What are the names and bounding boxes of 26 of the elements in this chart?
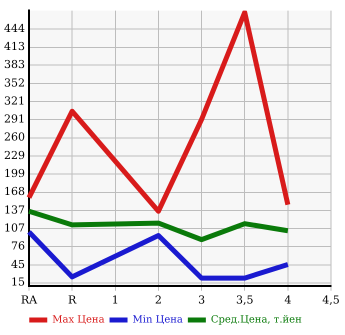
y-tick-label: 229	[4, 149, 25, 162]
y-tick-label: 413	[4, 40, 25, 54]
y-tick-label: 260	[4, 130, 25, 144]
x-tick-label: 1	[112, 293, 119, 306]
y-tick-label: 444	[4, 22, 25, 35]
y-tick-label: 107	[4, 221, 25, 234]
legend-label: Min Цена	[132, 314, 183, 326]
y-tick-label: 45	[10, 258, 25, 271]
x-tick-label: 2	[154, 293, 162, 306]
y-tick-label: 137	[4, 203, 25, 216]
x-tick-label: RA	[20, 293, 38, 306]
y-tick-label: 383	[4, 58, 25, 71]
y-tick-label: 321	[4, 94, 25, 108]
y-tick-label: 352	[4, 76, 25, 90]
x-tick-label: R	[68, 293, 77, 306]
x-tick-label: 3,5	[236, 293, 254, 306]
y-tick-label: 168	[4, 185, 25, 198]
y-tick-label: 15	[10, 276, 25, 289]
legend-label: Сред.Цена, т.йен	[210, 314, 302, 326]
legend-label: Max Цена	[52, 314, 105, 326]
y-tick-label: 291	[4, 112, 25, 126]
y-tick-label: 199	[4, 166, 25, 180]
x-tick-label: 3	[198, 293, 206, 306]
y-tick-label: 76	[10, 240, 25, 253]
x-tick-label: 4	[284, 293, 292, 306]
x-tick-label: 4,5	[322, 293, 340, 306]
